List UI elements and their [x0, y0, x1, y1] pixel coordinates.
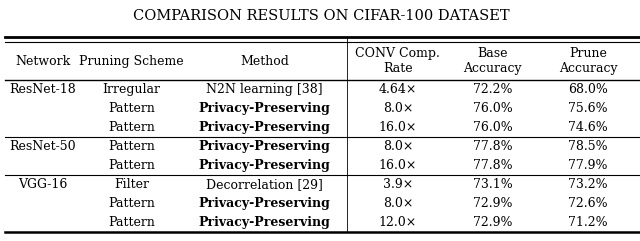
Text: 16.0×: 16.0× — [379, 121, 417, 134]
Text: Filter: Filter — [114, 178, 149, 191]
Text: 77.8%: 77.8% — [473, 159, 513, 172]
Text: 72.9%: 72.9% — [473, 197, 513, 210]
Text: 8.0×: 8.0× — [383, 197, 413, 210]
Text: ResNet-18: ResNet-18 — [10, 83, 76, 96]
Text: Privacy-Preserving: Privacy-Preserving — [199, 102, 331, 115]
Text: Decorrelation [29]: Decorrelation [29] — [206, 178, 323, 191]
Text: ResNet-50: ResNet-50 — [10, 140, 76, 153]
Text: 76.0%: 76.0% — [473, 121, 513, 134]
Text: Pattern: Pattern — [108, 140, 155, 153]
Text: Pattern: Pattern — [108, 197, 155, 210]
Text: 16.0×: 16.0× — [379, 159, 417, 172]
Text: 73.1%: 73.1% — [473, 178, 513, 191]
Text: 78.5%: 78.5% — [568, 140, 608, 153]
Text: Pattern: Pattern — [108, 216, 155, 229]
Text: Prune
Accuracy: Prune Accuracy — [559, 47, 617, 75]
Text: 8.0×: 8.0× — [383, 140, 413, 153]
Text: Privacy-Preserving: Privacy-Preserving — [199, 216, 331, 229]
Text: 75.6%: 75.6% — [568, 102, 608, 115]
Text: 3.9×: 3.9× — [383, 178, 413, 191]
Text: Pattern: Pattern — [108, 102, 155, 115]
Text: Privacy-Preserving: Privacy-Preserving — [199, 159, 331, 172]
Text: 71.2%: 71.2% — [568, 216, 608, 229]
Text: N2N learning [38]: N2N learning [38] — [207, 83, 323, 96]
Text: 72.2%: 72.2% — [473, 83, 513, 96]
Text: 72.9%: 72.9% — [473, 216, 513, 229]
Text: 72.6%: 72.6% — [568, 197, 608, 210]
Text: 77.9%: 77.9% — [568, 159, 607, 172]
Text: 4.64×: 4.64× — [379, 83, 417, 96]
Text: Method: Method — [241, 55, 289, 68]
Text: Pruning Scheme: Pruning Scheme — [79, 55, 184, 68]
Text: Irregular: Irregular — [103, 83, 161, 96]
Text: 74.6%: 74.6% — [568, 121, 608, 134]
Text: VGG-16: VGG-16 — [19, 178, 68, 191]
Text: Pattern: Pattern — [108, 159, 155, 172]
Text: Privacy-Preserving: Privacy-Preserving — [199, 121, 331, 134]
Text: CONV Comp.
Rate: CONV Comp. Rate — [355, 47, 440, 75]
Text: Privacy-Preserving: Privacy-Preserving — [199, 140, 331, 153]
Text: Pattern: Pattern — [108, 121, 155, 134]
Text: 73.2%: 73.2% — [568, 178, 608, 191]
Text: Network: Network — [15, 55, 70, 68]
Text: 12.0×: 12.0× — [379, 216, 417, 229]
Text: Base
Accuracy: Base Accuracy — [463, 47, 522, 75]
Text: 77.8%: 77.8% — [473, 140, 513, 153]
Text: COMPARISON RESULTS ON CIFAR-100 DATASET: COMPARISON RESULTS ON CIFAR-100 DATASET — [134, 8, 510, 23]
Text: 76.0%: 76.0% — [473, 102, 513, 115]
Text: Privacy-Preserving: Privacy-Preserving — [199, 197, 331, 210]
Text: 68.0%: 68.0% — [568, 83, 608, 96]
Text: 8.0×: 8.0× — [383, 102, 413, 115]
